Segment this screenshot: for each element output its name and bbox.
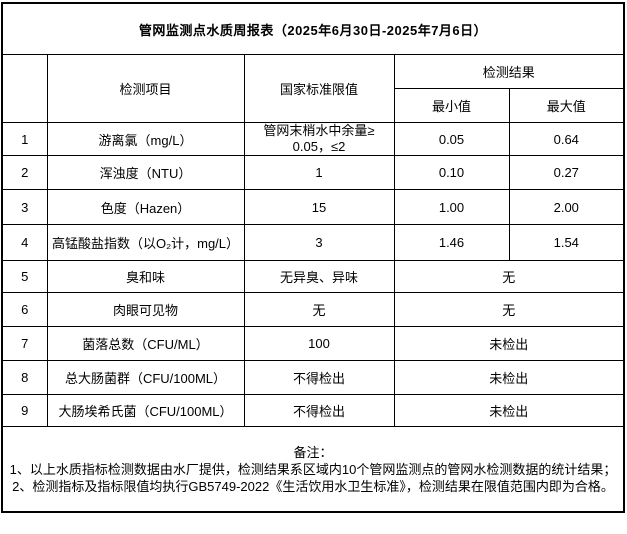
row-number: 4 bbox=[1, 224, 48, 261]
row-standard: 不得检出 bbox=[243, 394, 395, 427]
table-row: 6 肉眼可见物 无 无 bbox=[1, 292, 625, 327]
table-row: 8 总大肠菌群（CFU/100ML） 不得检出 未检出 bbox=[1, 360, 625, 395]
row-item: 菌落总数（CFU/ML） bbox=[46, 326, 245, 361]
row-number: 2 bbox=[1, 155, 48, 190]
report-title: 管网监测点水质周报表（2025年6月30日-2025年7月6日） bbox=[1, 2, 625, 55]
table-row: 3 色度（Hazen） 15 1.00 2.00 bbox=[1, 189, 625, 225]
row-standard: 无 bbox=[243, 292, 395, 327]
header-max: 最大值 bbox=[508, 88, 625, 123]
row-number: 9 bbox=[1, 394, 48, 427]
table-row: 5 臭和味 无异臭、异味 无 bbox=[1, 260, 625, 293]
row-result: 未检出 bbox=[393, 360, 625, 395]
row-item: 色度（Hazen） bbox=[46, 189, 245, 225]
notes-cell: 备注： 1、以上水质指标检测数据由水厂提供，检测结果系区域内10个管网监测点的管… bbox=[1, 426, 625, 513]
row-result: 无 bbox=[393, 292, 625, 327]
row-item: 肉眼可见物 bbox=[46, 292, 245, 327]
row-number: 6 bbox=[1, 292, 48, 327]
row-standard: 无异臭、异味 bbox=[243, 260, 395, 293]
header-standard-limit: 国家标准限值 bbox=[243, 54, 395, 123]
header-result-group: 检测结果 bbox=[393, 54, 625, 89]
row-min: 0.05 bbox=[393, 122, 510, 156]
note-line-2: 2、检测指标及指标限值均执行GB5749-2022《生活饮用水卫生标准》，检测结… bbox=[12, 478, 614, 494]
row-standard: 100 bbox=[243, 326, 395, 361]
table-row: 7 菌落总数（CFU/ML） 100 未检出 bbox=[1, 326, 625, 361]
header-item: 检测项目 bbox=[46, 54, 245, 123]
row-max: 1.54 bbox=[508, 224, 625, 261]
table-row: 1 游离氯（mg/L） 管网末梢水中余量≥ 0.05，≤2 0.05 0.64 bbox=[1, 122, 625, 156]
note-line-1: 1、以上水质指标检测数据由水厂提供，检测结果系区域内10个管网监测点的管网水检测… bbox=[9, 461, 617, 477]
row-item: 高锰酸盐指数（以O₂计，mg/L） bbox=[46, 224, 245, 261]
row-number: 7 bbox=[1, 326, 48, 361]
row-min: 1.46 bbox=[393, 224, 510, 261]
table-row: 9 大肠埃希氏菌（CFU/100ML） 不得检出 未检出 bbox=[1, 394, 625, 427]
row-item: 臭和味 bbox=[46, 260, 245, 293]
row-result: 无 bbox=[393, 260, 625, 293]
row-item: 总大肠菌群（CFU/100ML） bbox=[46, 360, 245, 395]
header-index-cell bbox=[1, 54, 48, 123]
row-min: 0.10 bbox=[393, 155, 510, 190]
table-row: 4 高锰酸盐指数（以O₂计，mg/L） 3 1.46 1.54 bbox=[1, 224, 625, 261]
table-row: 2 浑浊度（NTU） 1 0.10 0.27 bbox=[1, 155, 625, 190]
row-item: 游离氯（mg/L） bbox=[46, 122, 245, 156]
row-standard: 1 bbox=[243, 155, 395, 190]
row-result: 未检出 bbox=[393, 326, 625, 361]
row-item: 浑浊度（NTU） bbox=[46, 155, 245, 190]
row-standard: 不得检出 bbox=[243, 360, 395, 395]
row-number: 8 bbox=[1, 360, 48, 395]
header-min: 最小值 bbox=[393, 88, 510, 123]
row-min: 1.00 bbox=[393, 189, 510, 225]
row-max: 0.64 bbox=[508, 122, 625, 156]
row-standard: 3 bbox=[243, 224, 395, 261]
row-item: 大肠埃希氏菌（CFU/100ML） bbox=[46, 394, 245, 427]
row-number: 3 bbox=[1, 189, 48, 225]
row-number: 5 bbox=[1, 260, 48, 293]
row-result: 未检出 bbox=[393, 394, 625, 427]
row-number: 1 bbox=[1, 122, 48, 156]
report-table: 管网监测点水质周报表（2025年6月30日-2025年7月6日） 检测项目 国家… bbox=[1, 2, 626, 513]
row-max: 0.27 bbox=[508, 155, 625, 190]
row-standard: 管网末梢水中余量≥ 0.05，≤2 bbox=[243, 122, 395, 156]
notes-label: 备注： bbox=[293, 444, 333, 460]
row-max: 2.00 bbox=[508, 189, 625, 225]
row-standard: 15 bbox=[243, 189, 395, 225]
